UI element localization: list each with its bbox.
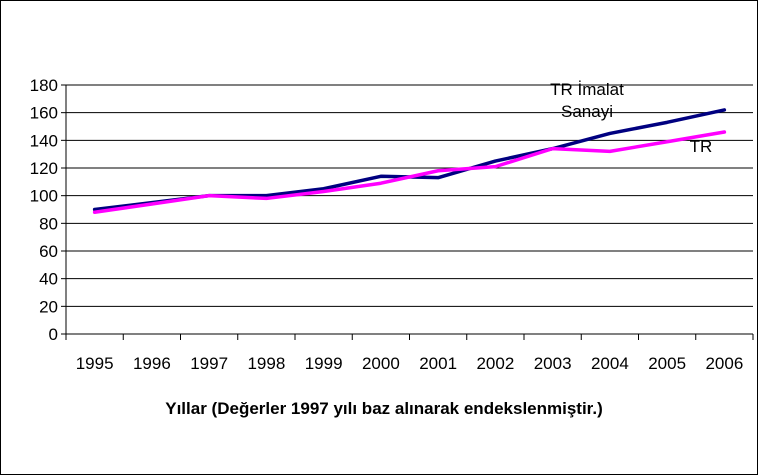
x-tick-label: 1998 [247, 354, 285, 373]
y-tick-label: 140 [30, 131, 58, 150]
x-tick-label: 2003 [534, 354, 572, 373]
x-tick-label: 2005 [648, 354, 686, 373]
gridlines [66, 84, 753, 307]
x-tick-label: 2000 [362, 354, 400, 373]
y-tick-label: 80 [39, 214, 58, 233]
x-tick-label: 1995 [76, 354, 114, 373]
y-tick-label: 0 [49, 325, 58, 344]
x-tick-labels: 1995 1996 1997 1998 1999 2000 2001 2002 2003 2004… [76, 354, 744, 373]
y-tick-label: 120 [30, 159, 58, 178]
y-tick-label: 60 [39, 242, 58, 261]
series-annotation-0: Sanayi [561, 102, 613, 121]
x-tick-label: 2001 [419, 354, 457, 373]
series-annotation-1: TR [690, 137, 713, 156]
y-tick-label: 160 [30, 104, 58, 123]
y-tick-label: 40 [39, 270, 58, 289]
x-tick-label: 1999 [305, 354, 343, 373]
x-tick-label: 2002 [476, 354, 514, 373]
series-annotations: TR İmalat Sanayi TR [550, 80, 712, 156]
x-axis-label: Yıllar (Değerler 1997 yılı baz alınarak … [165, 399, 603, 418]
series-line-1 [92, 130, 727, 215]
x-tick-label: 2006 [705, 354, 743, 373]
x-tick-label: 1997 [190, 354, 228, 373]
y-tick-label: 100 [30, 187, 58, 206]
series-lines [92, 108, 727, 215]
series-line-0 [92, 108, 727, 212]
y-tick-labels: 0 20 40 60 80 100 120 140 160 180 [30, 76, 58, 344]
series-annotation-0: TR İmalat [550, 80, 624, 99]
x-tick-label: 2004 [591, 354, 629, 373]
y-tick-label: 180 [30, 76, 58, 95]
axes [61, 84, 754, 340]
x-tick-label: 1996 [133, 354, 171, 373]
y-tick-label: 20 [39, 297, 58, 316]
